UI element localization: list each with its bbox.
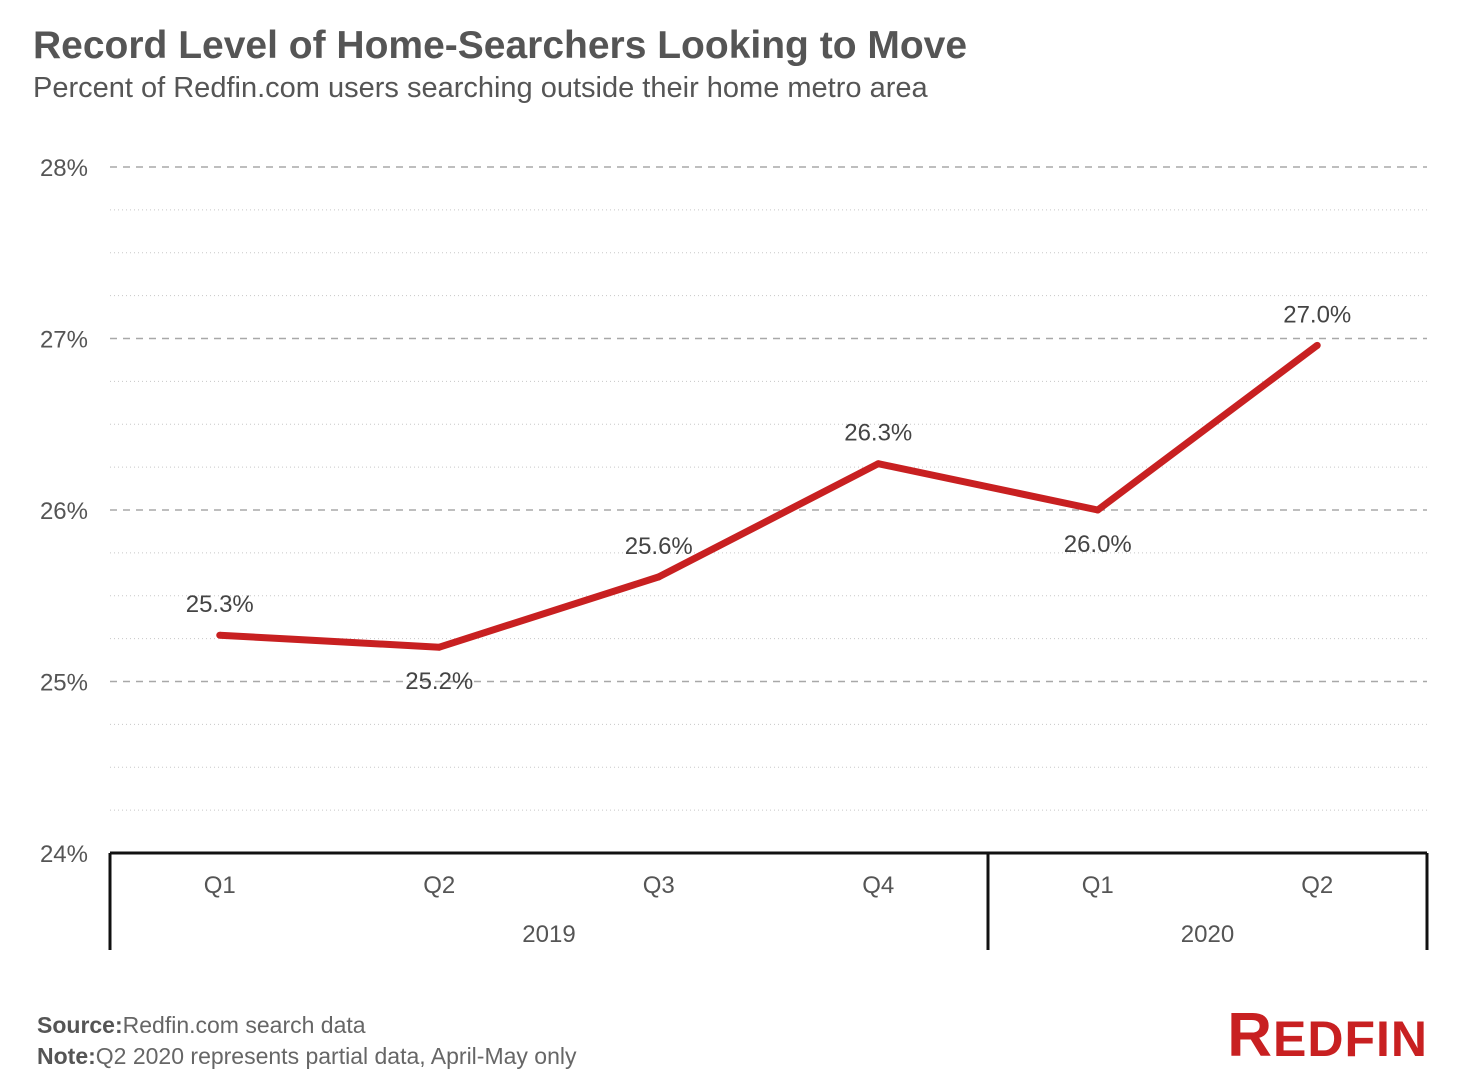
x-group-label: 2019 xyxy=(522,921,575,948)
note-label: Note: xyxy=(37,1043,96,1069)
data-label: 25.3% xyxy=(186,591,254,618)
data-point xyxy=(1094,506,1102,514)
data-label: 25.6% xyxy=(625,533,693,560)
x-tick-label: Q1 xyxy=(204,872,236,899)
data-point xyxy=(216,631,224,639)
y-tick-label: 28% xyxy=(40,155,88,182)
data-point xyxy=(874,460,882,468)
y-tick-label: 27% xyxy=(40,327,88,354)
y-tick-label: 24% xyxy=(40,841,88,868)
source-label: Source: xyxy=(37,1012,123,1038)
x-group-label: 2020 xyxy=(1181,921,1234,948)
data-point xyxy=(655,573,663,581)
data-label: 26.3% xyxy=(844,420,912,447)
x-tick-label: Q4 xyxy=(862,872,894,899)
chart-subtitle: Percent of Redfin.com users searching ou… xyxy=(33,72,928,104)
data-label: 25.2% xyxy=(405,668,473,695)
data-point xyxy=(1313,341,1321,349)
data-point xyxy=(435,643,443,651)
data-label: 26.0% xyxy=(1064,531,1132,558)
source-note: Source:Redfin.com search data xyxy=(37,1012,366,1039)
x-tick-label: Q3 xyxy=(643,872,675,899)
redfin-logo: REDFIN xyxy=(1227,1001,1428,1070)
note-text: Q2 2020 represents partial data, April-M… xyxy=(95,1043,577,1069)
data-label: 27.0% xyxy=(1283,301,1351,328)
footnote: Note:Q2 2020 represents partial data, Ap… xyxy=(37,1043,576,1070)
y-tick-label: 26% xyxy=(40,498,88,525)
source-text: Redfin.com search data xyxy=(122,1012,366,1038)
series-line xyxy=(219,342,1320,651)
x-tick-label: Q2 xyxy=(423,872,455,899)
x-tick-label: Q1 xyxy=(1082,872,1114,899)
chart-title: Record Level of Home-Searchers Looking t… xyxy=(33,24,968,67)
y-tick-label: 25% xyxy=(40,670,88,697)
x-tick-label: Q2 xyxy=(1301,872,1333,899)
